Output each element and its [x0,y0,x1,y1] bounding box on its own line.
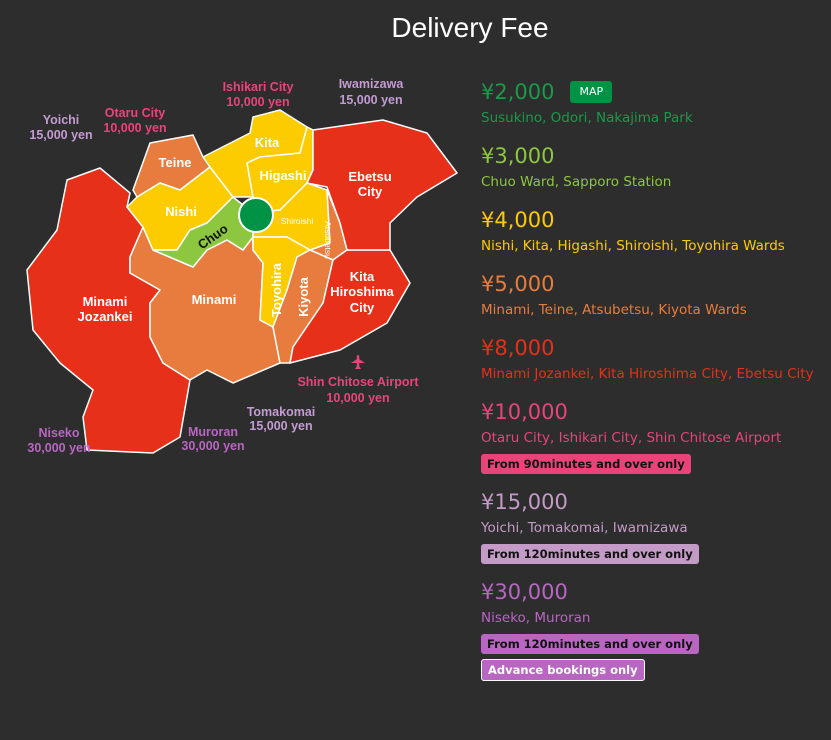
fee-item: ¥30,000 Niseko, Muroran From 120minutes … [481,578,826,681]
fee-item: ¥10,000 Otaru City, Ishikari City, Shin … [481,398,826,474]
label-ebetsu: Ebetsu [348,169,391,184]
outer-label-name: Tomakomai [247,405,316,419]
outer-label-name: Yoichi [43,113,80,127]
label-teine: Teine [159,155,192,170]
fee-price: ¥15,000 [481,490,568,514]
page-title: Delivery Fee [391,12,549,43]
outer-label-name: Niseko [39,426,80,440]
fee-areas: Susukino, Odori, Nakajima Park [481,110,693,126]
advance-booking-badge: Advance bookings only [481,659,645,681]
fee-item: ¥2,000 MAP Susukino, Odori, Nakajima Park [481,78,826,128]
fee-list: ¥2,000 MAP Susukino, Odori, Nakajima Park… [481,78,826,695]
label-kita: Kita [255,135,280,150]
outer-label-name: Muroran [188,425,238,439]
fee-item: ¥8,000 Minami Jozankei, Kita Hiroshima C… [481,334,826,384]
center-area-marker[interactable] [238,197,274,233]
fee-areas: Yoichi, Tomakomai, Iwamizawa [481,520,688,536]
fee-price: ¥4,000 [481,208,555,232]
fee-item: ¥3,000 Chuo Ward, Sapporo Station [481,142,826,192]
outer-label-name: Otaru City [105,106,165,120]
outer-label-name: Ishikari City [223,80,294,94]
outer-label-fee: 15,000 yen [29,128,92,142]
time-requirement-badge: From 120minutes and over only [481,634,699,654]
label-ebetsu-2: City [358,184,383,199]
fee-areas: Nishi, Kita, Higashi, Shiroishi, Toyohir… [481,238,785,254]
outer-label-fee: 10,000 yen [103,121,166,135]
outer-label-fee: 10,000 yen [226,95,289,109]
outer-label-fee: 15,000 yen [249,419,312,433]
fee-price: ¥30,000 [481,580,568,604]
outer-labels: Yoichi 15,000 yen Otaru City 10,000 yen … [27,77,419,455]
fee-item: ¥15,000 Yoichi, Tomakomai, Iwamizawa Fro… [481,488,826,564]
fee-item: ¥4,000 Nishi, Kita, Higashi, Shiroishi, … [481,206,826,256]
label-nishi: Nishi [165,204,197,219]
fee-price: ¥5,000 [481,272,555,296]
fee-item: ¥5,000 Minami, Teine, Atsubetsu, Kiyota … [481,270,826,320]
fee-areas: Otaru City, Ishikari City, Shin Chitose … [481,430,782,446]
map-button[interactable]: MAP [570,81,613,103]
label-kiyota: Kiyota [296,276,311,317]
label-minami-jozankei-2: Jozankei [78,309,133,324]
fee-areas: Minami Jozankei, Kita Hiroshima City, Eb… [481,366,814,382]
fee-areas: Chuo Ward, Sapporo Station [481,174,672,190]
label-kita-hiroshima-3: City [350,300,375,315]
label-minami: Minami [192,292,237,307]
label-shiroishi: Shiroishi [281,216,314,226]
outer-label-fee: 30,000 yen [181,439,244,453]
fee-price: ¥2,000 [481,80,555,104]
label-kita-hiroshima: Kita [350,269,375,284]
fee-price: ¥3,000 [481,144,555,168]
outer-label-name: Shin Chitose Airport [297,375,419,389]
fee-price: ¥8,000 [481,336,555,360]
label-toyohira: Toyohira [269,262,284,317]
outer-label-fee: 10,000 yen [326,391,389,405]
outer-label-fee: 30,000 yen [27,441,90,455]
label-minami-jozankei: Minami [83,294,128,309]
outer-label-name: Iwamizawa [339,77,405,91]
fee-areas: Niseko, Muroran [481,610,591,626]
time-requirement-badge: From 90minutes and over only [481,454,691,474]
fee-price: ¥10,000 [481,400,568,424]
time-requirement-badge: From 120minutes and over only [481,544,699,564]
label-atsubetsu: Atsubetsu [323,221,333,259]
airplane-icon [351,355,365,369]
delivery-map: Kita Higashi Teine Nishi Chuo Shiroishi … [26,77,458,455]
fee-areas: Minami, Teine, Atsubetsu, Kiyota Wards [481,302,747,318]
label-kita-hiroshima-2: Hiroshima [330,284,394,299]
outer-label-fee: 15,000 yen [339,93,402,107]
area-ebetsu[interactable] [306,119,458,251]
label-higashi: Higashi [260,168,307,183]
